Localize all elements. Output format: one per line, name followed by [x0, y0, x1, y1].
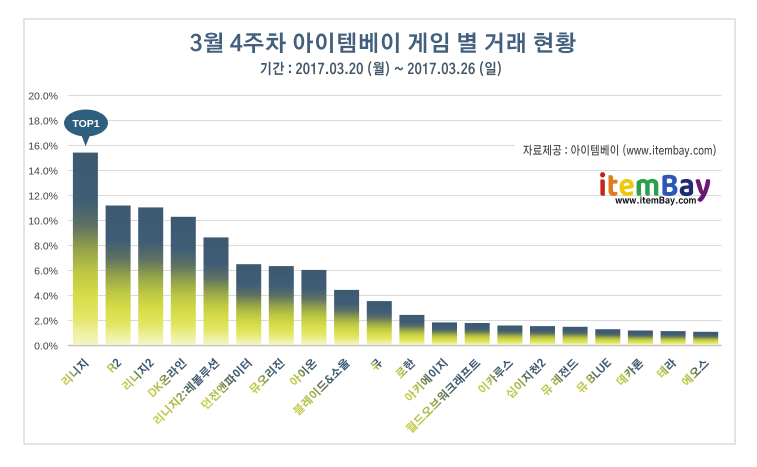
- svg-text:4.0%: 4.0%: [34, 290, 58, 302]
- svg-text:18.0%: 18.0%: [28, 115, 58, 127]
- svg-text:0.0%: 0.0%: [34, 340, 58, 352]
- svg-text:10.0%: 10.0%: [28, 215, 58, 227]
- svg-text:12.0%: 12.0%: [28, 190, 58, 202]
- svg-text:6.0%: 6.0%: [34, 265, 58, 277]
- svg-text:16.0%: 16.0%: [28, 140, 58, 152]
- svg-text:14.0%: 14.0%: [28, 165, 58, 177]
- svg-text:20.0%: 20.0%: [28, 90, 58, 102]
- svg-text:2.0%: 2.0%: [34, 315, 58, 327]
- svg-text:TOP1: TOP1: [72, 118, 99, 130]
- svg-text:8.0%: 8.0%: [34, 240, 58, 252]
